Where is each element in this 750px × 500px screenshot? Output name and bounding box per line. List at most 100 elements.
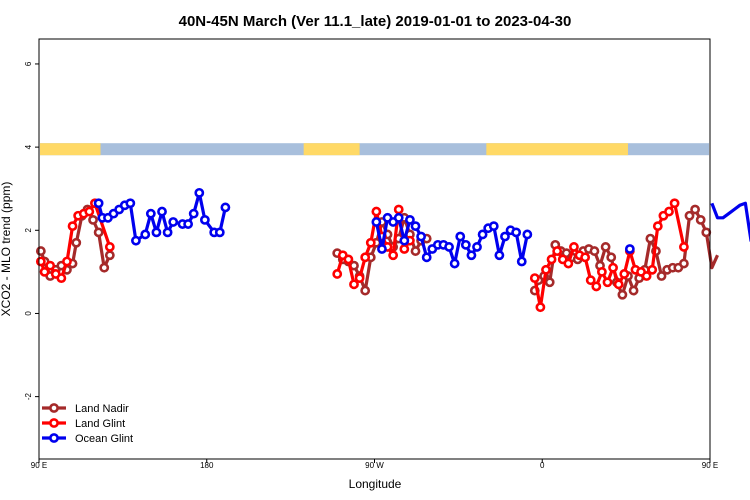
data-point [591, 281, 602, 292]
data-point [162, 227, 173, 238]
data-point [393, 212, 404, 223]
data-point [596, 266, 607, 277]
data-point [494, 250, 505, 261]
data-point [131, 235, 141, 246]
data-point [405, 214, 415, 225]
legend-swatch-marker [49, 403, 59, 413]
series-line [710, 201, 750, 242]
data-point [183, 219, 194, 229]
x-tick-label: 90 W [365, 461, 384, 470]
data-point [589, 246, 600, 256]
data-point [360, 252, 371, 263]
land-segment [303, 143, 360, 156]
legend-label: Ocean Glint [75, 433, 133, 445]
data-point [460, 239, 471, 250]
data-point [544, 277, 555, 288]
y-tick-label: -2 [24, 393, 33, 401]
data-point [410, 246, 421, 256]
data-point [140, 229, 151, 240]
data-point [500, 231, 510, 242]
data-point [220, 202, 231, 213]
data-point [371, 206, 382, 217]
plot-series [35, 187, 750, 313]
data-point [541, 264, 551, 275]
data-point [99, 262, 110, 273]
data-point [145, 208, 156, 219]
data-point [421, 252, 432, 263]
data-point [652, 221, 663, 232]
data-point [641, 271, 652, 281]
x-tick-label: 90 E [702, 461, 718, 470]
data-point [214, 227, 225, 238]
data-point [608, 262, 618, 273]
x-tick-label: 0 [540, 461, 545, 470]
data-point [332, 269, 343, 279]
data-point [104, 250, 115, 261]
x-tick-label: 90 E [31, 461, 47, 470]
legend-label: Land Nadir [75, 403, 129, 415]
data-point [343, 254, 354, 265]
data-point [563, 258, 574, 269]
data-point [365, 237, 376, 248]
data-point [399, 244, 410, 254]
data-point [628, 285, 639, 296]
legend-item: Ocean Glint [42, 433, 133, 445]
legend-swatch-marker [49, 433, 59, 443]
series-land-glint [35, 198, 689, 313]
data-point [62, 256, 72, 267]
data-point [125, 198, 136, 209]
x-axis-label: Longitude [349, 477, 402, 491]
chart-title: 40N-45N March (Ver 11.1_late) 2019-01-01… [179, 13, 572, 30]
data-point [88, 214, 98, 225]
data-point [194, 187, 205, 198]
data-point [619, 269, 630, 279]
data-point [645, 233, 656, 244]
data-point [35, 256, 46, 267]
y-axis: -2 0 2 4 6 [24, 61, 39, 400]
data-point [516, 256, 527, 267]
data-point [455, 231, 466, 242]
data-point [377, 244, 387, 254]
data-point [602, 277, 613, 288]
data-point [157, 206, 167, 217]
data-point [647, 264, 658, 275]
data-point [701, 227, 712, 238]
data-point [410, 221, 421, 232]
data-point [695, 214, 706, 225]
data-point [600, 242, 611, 252]
data-point [477, 229, 488, 240]
legend-swatch-marker [49, 418, 59, 428]
data-point [511, 227, 522, 238]
data-point [535, 302, 546, 313]
data-point [624, 244, 635, 254]
data-point [522, 229, 533, 240]
y-axis-label: XCO2 - MLO trend (ppm) [0, 182, 13, 317]
series-ocean-glint [93, 187, 750, 269]
land-segment [40, 143, 101, 156]
data-point [488, 221, 499, 232]
data-point [188, 208, 199, 219]
legend-item: Land Glint [42, 418, 125, 430]
data-point [199, 214, 210, 225]
data-point [472, 242, 482, 252]
data-point [71, 237, 82, 248]
data-point [67, 221, 78, 232]
y-tick-label: 2 [24, 228, 33, 233]
data-point [416, 231, 426, 242]
data-point [45, 260, 56, 271]
data-point [580, 252, 591, 263]
data-point [690, 204, 700, 215]
data-point [617, 289, 628, 300]
data-point [151, 227, 162, 238]
data-point [679, 242, 689, 252]
data-point [39, 266, 50, 277]
data-point [669, 198, 680, 209]
legend-label: Land Glint [75, 418, 125, 430]
data-point [104, 242, 115, 252]
data-point [679, 258, 689, 269]
data-point [449, 258, 460, 269]
land-ocean-mask [40, 143, 709, 156]
data-point [684, 210, 695, 221]
data-point [388, 250, 399, 261]
data-point [656, 271, 667, 281]
